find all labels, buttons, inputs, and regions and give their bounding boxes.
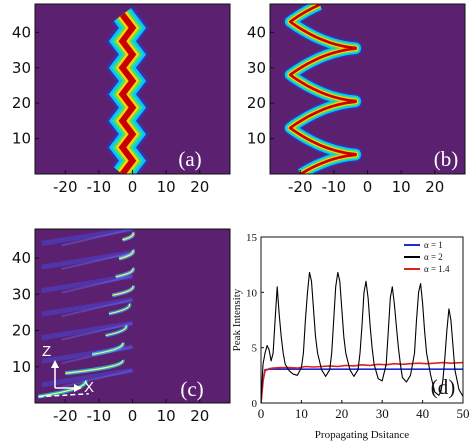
- x-tick-label: 10: [157, 407, 176, 425]
- x-arrow-head: [74, 384, 82, 392]
- beam-front-core: [115, 267, 134, 278]
- x-tick-label: -10: [322, 178, 347, 196]
- panel-c-axis-arrows: Z X: [42, 343, 94, 396]
- faint-trail: [41, 229, 133, 246]
- beam-front-core: [112, 285, 134, 296]
- series-line: [261, 361, 463, 403]
- beam-front-core: [118, 249, 134, 260]
- y-tick-label: 40: [12, 249, 31, 267]
- faint-trail-core: [61, 369, 133, 388]
- panel-d-legend: α = 1 α = 2 α = 1.4: [404, 240, 450, 274]
- x-arrow-label: X: [84, 379, 94, 396]
- panel-a-x-ticks: -20 -10 0 10 20: [53, 170, 209, 196]
- panel-c-y-ticks: 10 20 30 40: [12, 249, 39, 376]
- y-tick-label: 10: [247, 130, 266, 148]
- x-tick-label: 30: [376, 406, 389, 421]
- legend-label: α = 2: [424, 252, 443, 262]
- x-tick-label: 0: [258, 406, 265, 421]
- z-arrow-label: Z: [42, 343, 51, 360]
- panel-c-beam: [38, 229, 136, 399]
- faint-trail: [41, 297, 133, 317]
- x-tick-label: 20: [425, 178, 444, 196]
- faint-trail-core: [61, 275, 133, 294]
- beam-front-core: [122, 232, 134, 241]
- x-tick-label: 0: [363, 178, 373, 196]
- beam-front-core: [92, 342, 124, 356]
- x-tick-label: -20: [288, 178, 313, 196]
- y-tick-label: 0: [252, 398, 258, 410]
- x-tick-label: 10: [392, 178, 411, 196]
- beam-front-core: [108, 303, 131, 315]
- x-tick-label: 10: [157, 178, 176, 196]
- panel-d-ylabel: Peak Intensity: [231, 288, 243, 351]
- x-tick-label: 0: [128, 178, 138, 196]
- faint-trail: [41, 367, 133, 388]
- x-tick-label: -20: [53, 178, 78, 196]
- z-arrow-head: [51, 360, 59, 368]
- panel-b-y-ticks: 10 20 30 40: [247, 23, 274, 148]
- beam-front-core: [105, 325, 127, 337]
- panel-b-beam: [283, 4, 363, 174]
- faint-trail-core: [61, 322, 133, 341]
- panel-c-label: (c): [180, 377, 203, 401]
- y-tick-label: 20: [12, 94, 31, 112]
- faint-trail: [41, 320, 133, 341]
- panel-c-x-ticks: -20 -10 0 10 20: [53, 399, 209, 425]
- panel-b-x-ticks: -20 -10 0 10 20: [288, 170, 444, 196]
- beam-layer: [118, 12, 137, 174]
- x-tick-label: 0: [128, 407, 138, 425]
- y-tick-label: 20: [12, 322, 31, 340]
- faint-trail-core: [61, 298, 133, 318]
- panel-d-label: (d): [431, 375, 456, 399]
- y-tick-label: 40: [12, 23, 31, 41]
- y-tick-label: 30: [12, 59, 31, 77]
- y-tick-label: 15: [246, 232, 258, 244]
- panel-d-frame: [260, 236, 464, 404]
- x-tick-label: 20: [190, 407, 209, 425]
- series-line: [261, 271, 463, 403]
- y-tick-label: 20: [247, 94, 266, 112]
- y-tick-label: 40: [247, 23, 266, 41]
- panel-a-beam: [105, 6, 150, 174]
- faint-trail-core: [61, 251, 133, 271]
- faint-trail: [41, 250, 133, 270]
- legend-label: α = 1: [424, 240, 443, 250]
- x-tick-label: 40: [416, 406, 429, 421]
- panel-a-label: (a): [178, 147, 201, 171]
- x-tick-label: -20: [53, 407, 78, 425]
- y-tick-label: 30: [12, 285, 31, 303]
- x-tick-label: -10: [87, 178, 112, 196]
- panel-b-label: (b): [434, 147, 459, 171]
- panel-d-y-ticks: 0 5 10 15: [246, 232, 264, 410]
- x-tick-label: -10: [87, 407, 112, 425]
- beam-front-core: [65, 359, 124, 374]
- x-tick-label: 20: [335, 406, 348, 421]
- y-tick-label: 30: [247, 59, 266, 77]
- y-tick-label: 10: [12, 130, 31, 148]
- panel-a-y-ticks: 10 20 30 40: [12, 23, 39, 148]
- faint-trail-core: [61, 229, 133, 247]
- faint-trail: [41, 273, 133, 294]
- y-tick-label: 10: [246, 287, 258, 299]
- panel-d-lines: [261, 271, 463, 403]
- panel-d-x-ticks: 0 10 20 30 40 50: [258, 400, 470, 421]
- x-tick-label: 20: [190, 178, 209, 196]
- beam-layer: [288, 4, 357, 174]
- legend-label: α = 1.4: [424, 264, 450, 274]
- y-tick-label: 10: [12, 358, 31, 376]
- x-tick-label: 10: [295, 406, 308, 421]
- panel-b: -20 -10 0 10 20 10 20 30 40 (b): [247, 3, 466, 196]
- dashed-trail: [38, 393, 89, 398]
- panel-d-xlabel: Propagating Dsitance: [315, 429, 410, 441]
- y-tick-label: 5: [252, 343, 258, 355]
- x-tick-label: 50: [457, 406, 470, 421]
- panel-a: -20 -10 0 10 20 10 20 30 40 (a): [12, 3, 231, 196]
- panel-c: -20 -10 0 10 20 10 20 30 40 Z X (c): [12, 228, 231, 425]
- legend-entries: α = 1 α = 2 α = 1.4: [404, 240, 450, 274]
